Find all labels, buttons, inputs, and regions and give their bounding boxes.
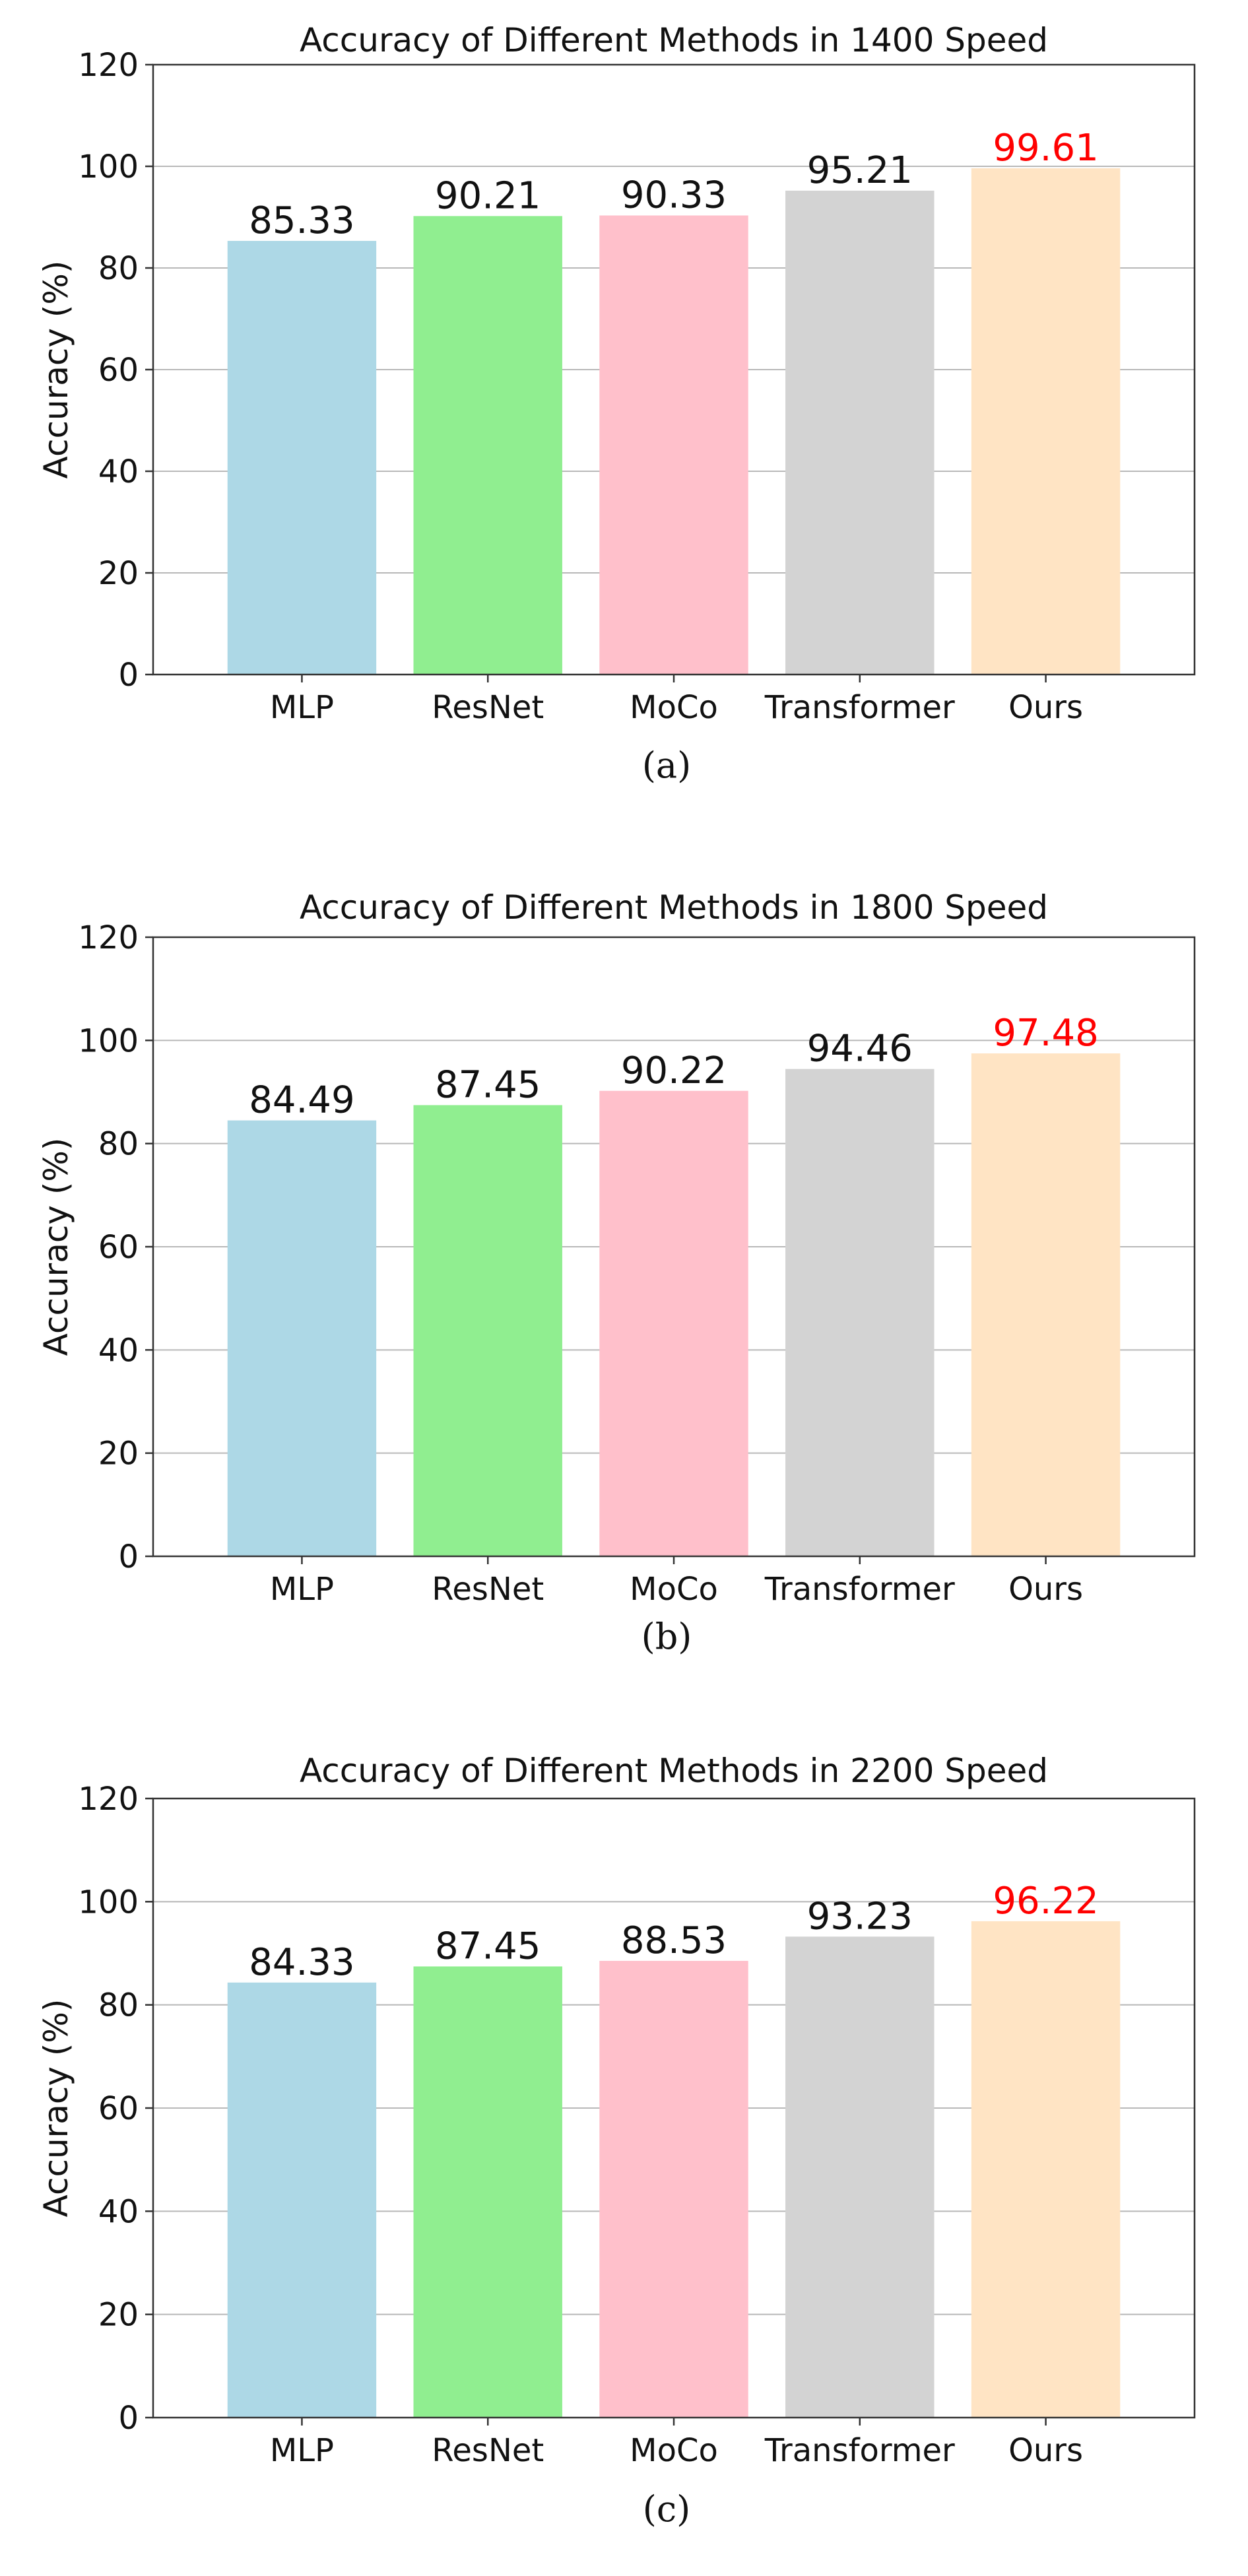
chart-title: Accuracy of Different Methods in 1400 Sp… [300,21,1048,59]
value-label: 90.21 [435,174,541,217]
bar-resnet [413,1966,562,2418]
x-tick-label: Transformer [764,2432,955,2469]
bar-mlp [227,1982,377,2418]
x-tick-label: Ours [1008,1571,1083,1608]
y-tick-label: 60 [98,2090,139,2127]
bar-resnet [413,1105,562,1556]
y-axis-label: Accuracy (%) [37,261,75,479]
value-label: 85.33 [249,199,354,242]
bar-moco [599,1090,748,1556]
y-axis-label: Accuracy (%) [37,1999,75,2218]
value-label: 84.33 [249,1941,354,1984]
value-label: 90.22 [621,1049,727,1092]
x-tick-label: Transformer [764,1571,955,1608]
y-tick-label: 20 [98,2297,139,2334]
bar-ours [971,1053,1121,1556]
x-tick-label: MoCo [630,689,718,726]
value-label: 88.53 [621,1919,727,1962]
y-tick-label: 100 [78,149,139,185]
bar-moco [599,215,748,675]
y-tick-label: 80 [98,250,139,287]
y-tick-label: 20 [98,555,139,592]
y-tick-label: 0 [118,1538,139,1575]
bar-transformer [785,1069,935,1556]
bar-moco [599,1960,748,2418]
y-tick-label: 120 [78,1781,139,1818]
chart-panel-1: 0 20 40 60 80 100 120 MLP ResNet MoCo Transformer O… [37,21,1196,786]
x-tick-label: Ours [1008,2432,1083,2469]
x-tick-label: MoCo [630,1571,718,1608]
y-tick-label: 80 [98,1987,139,2024]
x-tick-label: Ours [1008,689,1083,726]
y-tick-label: 0 [118,2400,139,2437]
y-axis-label: Accuracy (%) [37,1138,75,1356]
value-label: 84.49 [249,1079,354,1122]
bar-ours [971,168,1121,675]
value-label: 99.61 [993,127,1098,170]
x-tick-label: ResNet [432,689,544,726]
value-label: 96.22 [993,1880,1098,1923]
chart-panel-3: 0 20 40 60 80 100 120 MLP ResNet MoCo Transformer O… [37,1752,1196,2530]
y-tick-label: 20 [98,1436,139,1472]
y-tick-label: 60 [98,1229,139,1266]
y-tick-label: 40 [98,2193,139,2230]
x-tick-label: ResNet [432,2432,544,2469]
y-tick-label: 80 [98,1126,139,1163]
y-tick-label: 40 [98,453,139,490]
bar-mlp [227,240,377,675]
bar-resnet [413,216,562,675]
chart-title: Accuracy of Different Methods in 1800 Sp… [300,888,1048,927]
y-tick-label: 40 [98,1332,139,1369]
y-tick-label: 120 [78,919,139,956]
subfigure-caption: (c) [643,2488,690,2530]
x-tick-label: MLP [270,689,334,726]
x-tick-label: MoCo [630,2432,718,2469]
value-label: 87.45 [435,1925,541,1967]
value-label: 93.23 [807,1895,913,1938]
chart-panel-2: 0 20 40 60 80 100 120 MLP ResNet MoCo Transformer O… [37,888,1196,1657]
bar-transformer [785,190,935,675]
value-label: 94.46 [807,1028,913,1071]
y-tick-label: 100 [78,1884,139,1921]
x-tick-label: MLP [270,1571,334,1608]
subfigure-caption: (b) [641,1616,692,1657]
bar-mlp [227,1120,377,1556]
value-label: 90.33 [621,174,727,216]
bar-ours [971,1921,1121,2418]
x-tick-label: Transformer [764,689,955,726]
bar-transformer [785,1936,935,2418]
value-label: 97.48 [993,1012,1098,1055]
x-tick-label: MLP [270,2432,334,2469]
value-label: 95.21 [807,149,913,192]
y-tick-label: 100 [78,1022,139,1059]
y-tick-label: 60 [98,352,139,389]
x-tick-label: ResNet [432,1571,544,1608]
y-tick-label: 0 [118,657,139,694]
chart-title: Accuracy of Different Methods in 2200 Sp… [300,1752,1048,1790]
value-label: 87.45 [435,1063,541,1106]
subfigure-caption: (a) [642,744,691,786]
y-tick-label: 120 [78,47,139,84]
